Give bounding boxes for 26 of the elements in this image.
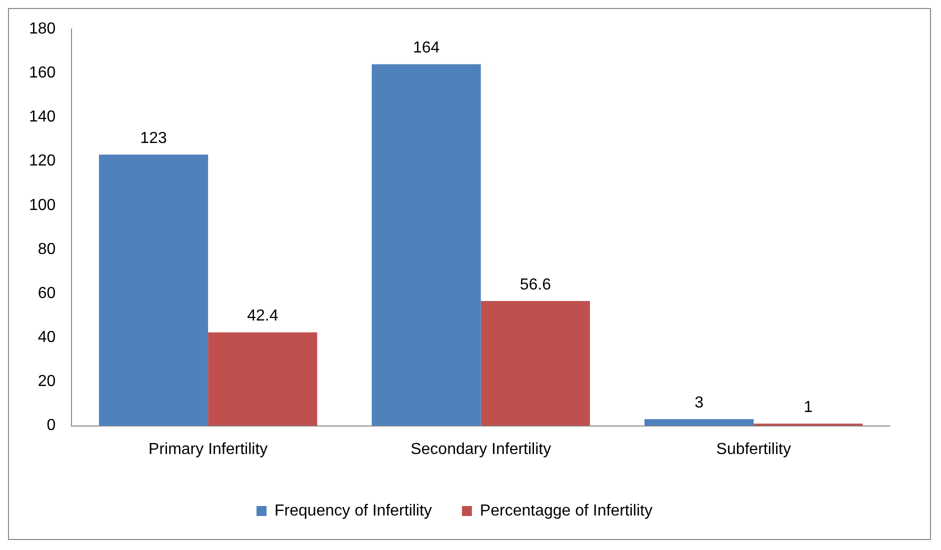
y-tick-label: 0 — [46, 417, 56, 434]
bar — [644, 419, 754, 426]
y-tick-label: 120 — [28, 152, 56, 170]
y-tick-label: 60 — [38, 284, 56, 302]
bar — [372, 64, 481, 426]
data-label: 164 — [412, 40, 440, 57]
y-tick-label: 140 — [28, 108, 56, 126]
y-tick-label: 100 — [28, 196, 56, 214]
data-label: 3 — [694, 394, 704, 412]
data-label: 56.6 — [520, 276, 552, 294]
bar — [480, 301, 590, 426]
x-tick-label: Subfertility — [716, 440, 791, 458]
y-tick-label: 160 — [28, 64, 56, 82]
legend-label: Percentagge of Infertility — [480, 502, 652, 520]
data-label: 123 — [140, 130, 167, 148]
bar — [208, 332, 318, 426]
data-label: 1 — [804, 399, 813, 416]
x-tick-label: Primary Infertility — [148, 440, 268, 458]
data-label: 42.4 — [247, 308, 278, 325]
y-tick-label: 180 — [28, 20, 56, 38]
y-tick-label: 40 — [38, 329, 56, 346]
x-tick-label: Secondary Infertility — [410, 440, 552, 458]
y-tick-label: 20 — [38, 373, 56, 390]
bar — [98, 154, 208, 426]
legend-label: Frequency of Infertility — [274, 502, 432, 520]
y-tick-label: 80 — [38, 240, 56, 258]
